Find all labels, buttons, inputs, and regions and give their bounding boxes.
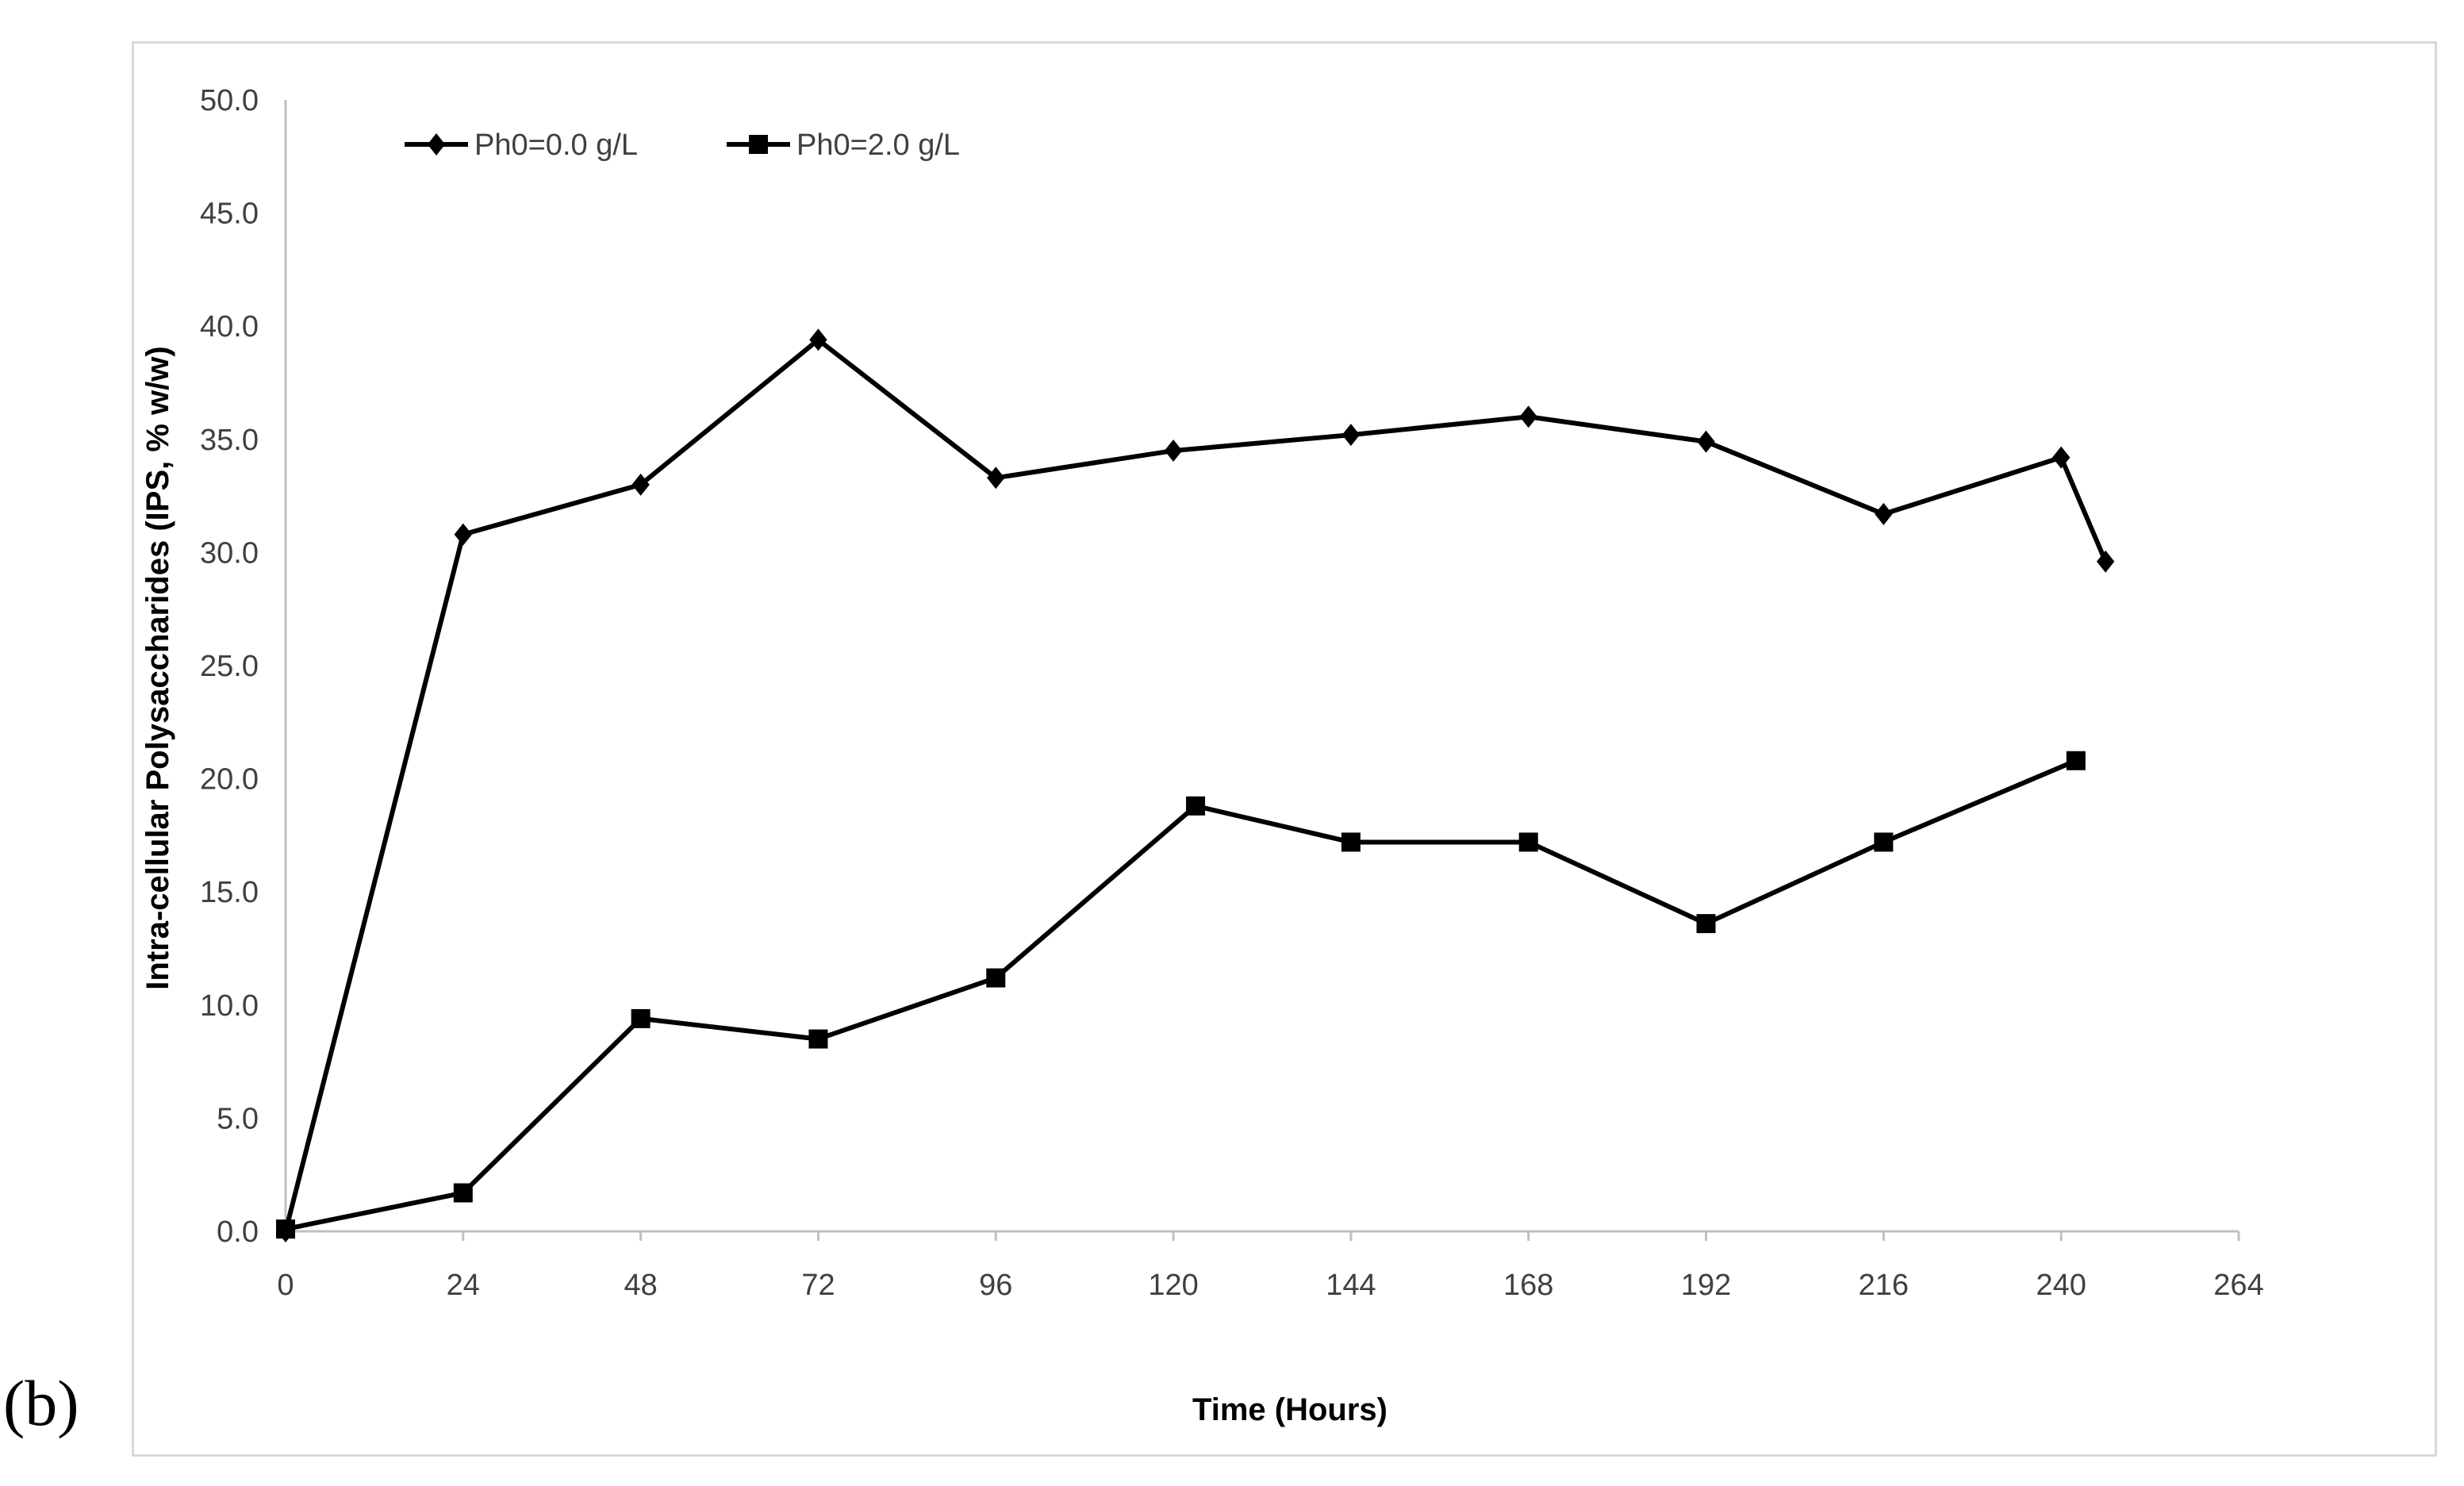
legend-label: Ph0=0.0 g/L xyxy=(474,129,638,162)
x-tick-label: 240 xyxy=(2036,1269,2086,1302)
data-point xyxy=(1519,405,1537,428)
data-point xyxy=(1696,914,1716,934)
data-point xyxy=(808,1029,828,1049)
x-tick-label: 168 xyxy=(1503,1269,1553,1302)
y-tick-label: 35.0 xyxy=(200,424,259,457)
x-tick-label: 192 xyxy=(1681,1269,1731,1302)
y-tick-label: 20.0 xyxy=(200,763,259,797)
x-tick-label: 48 xyxy=(624,1269,657,1302)
legend-item-2: Ph0=2.0 g/L xyxy=(727,129,960,162)
chart-frame xyxy=(132,41,2437,1457)
y-tick-label: 15.0 xyxy=(200,876,259,909)
x-tick-label: 24 xyxy=(447,1269,480,1302)
y-axis-ticks: 0.0 5.0 10.0 15.0 20.0 25.0 30.0 35.0 40.0 45.0 50… xyxy=(200,84,259,1249)
y-axis-title: Intra-cellular Polysaccharides (IPS, % w… xyxy=(140,346,175,989)
data-point xyxy=(453,1183,473,1203)
x-tick-label: 216 xyxy=(1859,1269,1909,1302)
data-point xyxy=(2066,751,2086,770)
panel-label: (b) xyxy=(3,1367,79,1439)
series-line xyxy=(285,758,2078,1232)
data-point xyxy=(454,523,473,546)
data-point xyxy=(1697,430,1715,453)
legend-marker xyxy=(427,133,446,156)
data-point xyxy=(1341,832,1361,852)
data-point xyxy=(1186,796,1206,816)
y-tick-label: 30.0 xyxy=(200,536,259,570)
data-point xyxy=(1874,832,1894,852)
x-tick-label: 264 xyxy=(2213,1269,2263,1302)
axes xyxy=(284,100,2239,1233)
x-tick-label: 72 xyxy=(801,1269,835,1302)
data-point xyxy=(1341,424,1361,447)
data-point xyxy=(986,968,1006,988)
y-tick-label: 10.0 xyxy=(200,989,259,1023)
y-tick-label: 25.0 xyxy=(200,650,259,683)
data-point xyxy=(276,1219,295,1239)
x-tick-label: 120 xyxy=(1148,1269,1198,1302)
data-point xyxy=(809,328,827,351)
x-tick-label: 0 xyxy=(277,1269,294,1302)
y-tick-label: 45.0 xyxy=(200,198,259,231)
series-2 xyxy=(276,751,2086,1239)
data-point xyxy=(1518,832,1538,852)
series-line xyxy=(283,337,2108,1232)
series-layer xyxy=(276,328,2115,1242)
x-tick-label: 144 xyxy=(1326,1269,1376,1302)
legend-label: Ph0=2.0 g/L xyxy=(796,129,960,162)
legend-marker xyxy=(749,135,768,154)
data-point xyxy=(2096,550,2115,573)
x-axis-title: Time (Hours) xyxy=(1192,1392,1387,1427)
x-tick-label: 96 xyxy=(979,1269,1012,1302)
y-tick-label: 5.0 xyxy=(217,1102,259,1135)
data-point xyxy=(2051,446,2071,469)
data-point xyxy=(631,1008,651,1028)
data-point xyxy=(1164,440,1183,463)
legend: Ph0=0.0 g/L Ph0=2.0 g/L xyxy=(405,129,960,162)
legend-item-1: Ph0=0.0 g/L xyxy=(405,129,638,162)
data-point xyxy=(987,467,1005,490)
y-tick-label: 50.0 xyxy=(200,84,259,117)
data-point xyxy=(631,473,650,496)
data-point xyxy=(1875,502,1893,525)
y-tick-label: 40.0 xyxy=(200,310,259,344)
y-tick-label: 0.0 xyxy=(217,1215,259,1249)
x-axis-ticks: 0 24 48 72 96 120 144 168 192 216 240 264 xyxy=(277,1231,2264,1302)
